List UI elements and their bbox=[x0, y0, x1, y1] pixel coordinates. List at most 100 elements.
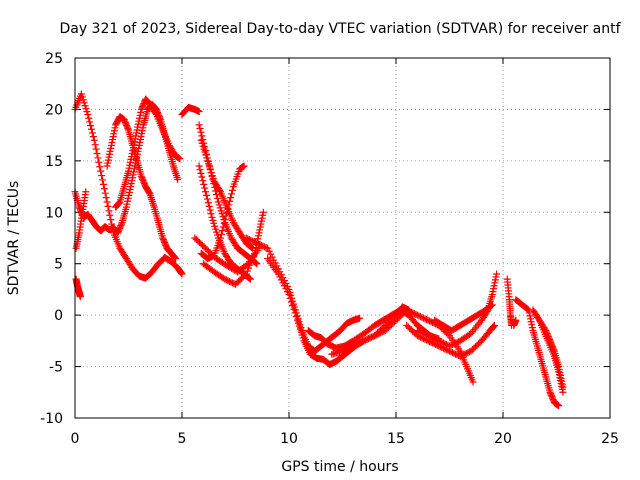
data-point bbox=[124, 197, 132, 205]
data-point bbox=[225, 201, 233, 209]
data-point bbox=[456, 352, 464, 360]
data-point bbox=[375, 330, 383, 338]
data-point bbox=[100, 185, 108, 193]
data-point bbox=[400, 309, 408, 317]
data-point bbox=[114, 229, 122, 237]
data-point bbox=[161, 240, 169, 248]
data-point bbox=[216, 186, 224, 194]
data-point bbox=[197, 240, 205, 248]
plot-frame bbox=[74, 57, 611, 419]
data-point bbox=[139, 177, 147, 185]
data-point bbox=[221, 216, 229, 224]
data-point bbox=[129, 147, 137, 155]
data-point bbox=[242, 234, 250, 242]
data-point bbox=[111, 124, 119, 132]
data-point bbox=[526, 312, 534, 320]
data-point bbox=[423, 316, 431, 324]
data-point bbox=[97, 167, 105, 175]
data-point bbox=[209, 252, 217, 260]
y-tick-label: 25 bbox=[45, 51, 63, 67]
data-point bbox=[135, 141, 143, 149]
data-point bbox=[251, 238, 259, 246]
data-point bbox=[406, 307, 414, 315]
data-point bbox=[274, 270, 282, 278]
y-tick-label: 20 bbox=[45, 102, 63, 118]
series-track-20 bbox=[431, 301, 496, 335]
data-point bbox=[159, 234, 167, 242]
data-point bbox=[96, 163, 104, 171]
data-point bbox=[453, 351, 461, 359]
data-point bbox=[115, 199, 123, 207]
data-point bbox=[297, 328, 305, 336]
data-point bbox=[215, 201, 223, 209]
x-tick-label: 20 bbox=[494, 431, 512, 447]
data-point bbox=[135, 144, 143, 152]
data-point bbox=[239, 273, 247, 281]
data-point bbox=[117, 220, 125, 228]
data-point bbox=[202, 244, 210, 252]
data-point bbox=[136, 136, 144, 144]
data-point bbox=[137, 108, 145, 116]
data-point bbox=[200, 180, 208, 188]
data-point bbox=[176, 155, 184, 163]
data-point bbox=[138, 130, 146, 138]
data-point bbox=[125, 188, 133, 196]
data-point bbox=[475, 340, 483, 348]
data-point bbox=[490, 285, 498, 293]
data-point bbox=[395, 313, 403, 321]
data-point bbox=[102, 194, 110, 202]
data-point bbox=[559, 388, 567, 396]
data-point bbox=[199, 177, 207, 185]
data-point bbox=[115, 199, 123, 207]
data-point bbox=[453, 338, 461, 346]
series-track-25 bbox=[510, 316, 520, 329]
data-point bbox=[201, 148, 209, 156]
data-point bbox=[204, 199, 212, 207]
data-point bbox=[117, 222, 125, 230]
data-point bbox=[206, 249, 214, 257]
data-point bbox=[82, 105, 90, 113]
data-point bbox=[106, 147, 114, 155]
data-point bbox=[208, 250, 216, 258]
data-point bbox=[346, 343, 354, 351]
data-point bbox=[398, 310, 406, 318]
data-point bbox=[114, 227, 122, 235]
data-point bbox=[416, 313, 424, 321]
data-point bbox=[124, 194, 132, 202]
data-point bbox=[296, 325, 304, 333]
data-point bbox=[244, 235, 252, 243]
data-point bbox=[174, 175, 182, 183]
data-point bbox=[92, 145, 100, 153]
data-point bbox=[210, 219, 218, 227]
data-point bbox=[527, 315, 535, 323]
data-point bbox=[209, 216, 217, 224]
data-point bbox=[407, 326, 415, 334]
data-point bbox=[447, 348, 455, 356]
data-point bbox=[162, 241, 170, 249]
data-point bbox=[290, 305, 298, 313]
data-point bbox=[364, 335, 372, 343]
data-point bbox=[512, 316, 520, 324]
y-tick-label: -10 bbox=[40, 411, 63, 427]
data-point bbox=[418, 329, 426, 337]
data-point bbox=[125, 167, 132, 175]
data-point bbox=[140, 180, 148, 188]
data-point bbox=[103, 198, 111, 206]
data-point bbox=[547, 391, 555, 399]
data-point bbox=[151, 109, 159, 117]
data-point bbox=[89, 133, 97, 141]
data-point bbox=[135, 117, 143, 125]
data-point bbox=[104, 202, 112, 210]
data-point bbox=[198, 139, 206, 147]
data-point bbox=[558, 382, 566, 390]
data-point bbox=[273, 262, 281, 270]
data-point bbox=[203, 154, 211, 162]
data-point bbox=[217, 234, 225, 242]
data-point bbox=[357, 338, 365, 346]
data-point bbox=[386, 322, 394, 330]
data-point bbox=[435, 337, 443, 345]
data-point bbox=[108, 138, 116, 146]
data-point bbox=[348, 343, 356, 351]
data-point bbox=[467, 347, 475, 355]
